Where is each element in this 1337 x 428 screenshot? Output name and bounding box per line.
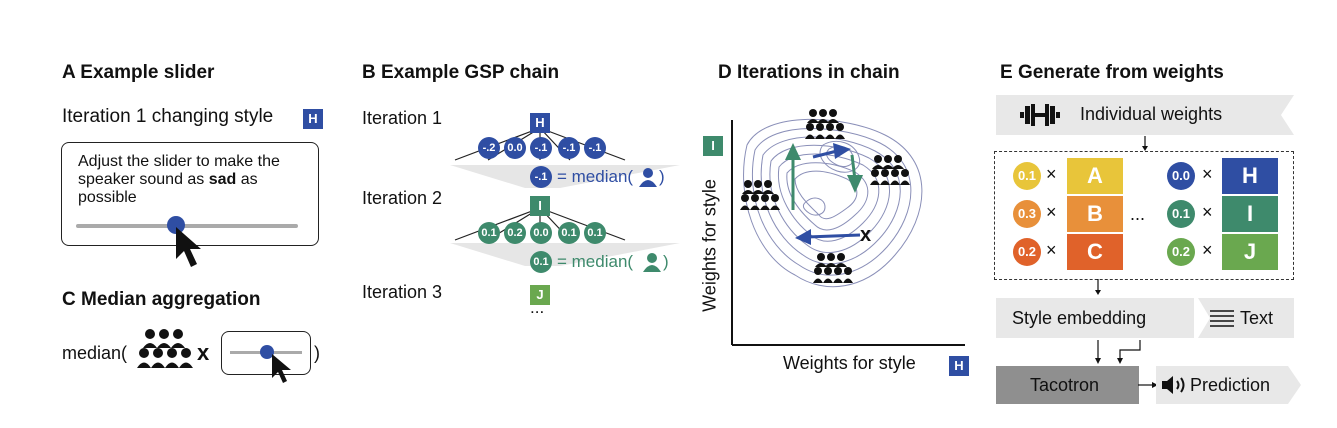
style-token-b: B [1067,196,1123,232]
weight-circle: 0.0 [1167,162,1195,190]
weight-circle: 0.2 [1167,238,1195,266]
median-close: ) [314,343,320,363]
style-token-a: A [1067,158,1123,194]
arrow-down-icon [1095,279,1101,295]
rating-circle: 0.1 [584,222,606,244]
rating-circle: 0.0 [504,137,526,159]
chain-badge-i: I [530,196,550,216]
times-symbol: x [197,340,210,365]
iteration-label: Iteration 1 changing style [62,106,274,127]
rating-circle: -.1 [530,137,552,159]
rating-circle: 0.0 [530,222,552,244]
rating-circle: 0.2 [504,222,526,244]
style-embedding-label: Style embedding [1012,308,1147,328]
text-input-banner [1198,298,1294,338]
group-people-icon [137,329,193,368]
chain-tree-1 [450,127,680,188]
weight-circle: 0.3 [1013,200,1041,228]
times-symbol: × [1202,240,1213,260]
ellipsis: ... [1130,204,1146,224]
rating-circle: -.2 [478,137,500,159]
rating-circle: 0.1 [558,222,580,244]
individual-weights-label: Individual weights [1080,104,1223,124]
person-icon [639,168,657,187]
speaker-icon [1162,376,1185,394]
mini-slider-card [221,331,311,383]
iteration-1-label: Iteration 1 [362,108,443,128]
median-equation: = median( [557,252,634,271]
panel-c-title: C Median aggregation [62,289,261,310]
prediction-label: Prediction [1190,375,1271,395]
median-close-paren: ) [659,167,665,186]
style-token-i: I [1222,196,1278,232]
weight-circle: 0.1 [1167,200,1195,228]
rating-circle: -.1 [558,137,580,159]
cursor-icon [272,354,291,383]
median-label: median( [62,343,128,363]
style-embedding-box [996,298,1194,338]
slider-card: Adjust the slider to make the speaker so… [61,142,319,267]
median-result-circle: -.1 [530,166,552,188]
style-token-j: J [1222,234,1278,270]
chain-ellipsis: ... [530,298,545,317]
prediction-banner [1156,366,1301,404]
arrow-down-icon [1142,136,1148,151]
x-axis-badge-h: H [949,356,969,376]
times-symbol: × [1046,202,1057,222]
cursor-icon [175,227,201,267]
weights-dashed-box [994,151,1294,280]
times-symbol: × [1046,240,1057,260]
style-token-h: H [1222,158,1278,194]
contour-plot [731,109,965,346]
mini-slider-handle[interactable] [260,345,274,359]
iteration-3-label: Iteration 3 [362,282,443,302]
rating-circle: -.1 [584,137,606,159]
y-axis-badge-i: I [703,136,723,156]
merge-arrows [1095,340,1141,364]
individual-weights-banner [996,95,1294,135]
panel-a-title: A Example slider [62,62,215,83]
weight-circle: 0.1 [1013,162,1041,190]
text-label: Text [1240,308,1274,328]
chain-badge-j: J [530,285,550,305]
rating-circle: 0.1 [478,222,500,244]
y-axis-label: Weights for style [699,179,720,312]
arrow-right-icon [1138,382,1158,388]
median-close-paren: ) [663,252,669,271]
panel-e-title: E Generate from weights [1000,62,1224,83]
tacotron-label: Tacotron [1030,375,1100,395]
median-result-circle: 0.1 [530,251,552,273]
slider-track[interactable] [76,224,298,228]
style-badge-h: H [303,109,323,129]
slider-instruction: Adjust the slider to make the speaker so… [78,153,280,206]
panel-d-title: D Iterations in chain [718,62,900,83]
median-equation: = median( [557,167,634,186]
x-axis-label: Weights for style [783,353,916,373]
chain-badge-h: H [530,113,550,133]
iteration-2-label: Iteration 2 [362,188,443,208]
times-symbol: × [1202,164,1213,184]
tacotron-box [996,366,1139,404]
dumbbell-icon [1020,104,1060,126]
person-icon [643,253,661,272]
text-lines-icon [1210,310,1234,327]
times-symbol: × [1202,202,1213,222]
weight-circle: 0.2 [1013,238,1041,266]
times-symbol: × [1046,164,1057,184]
slider-handle[interactable] [166,216,185,234]
panel-b-title: B Example GSP chain [362,62,560,83]
style-token-c: C [1067,234,1123,270]
start-marker: x [860,224,872,246]
